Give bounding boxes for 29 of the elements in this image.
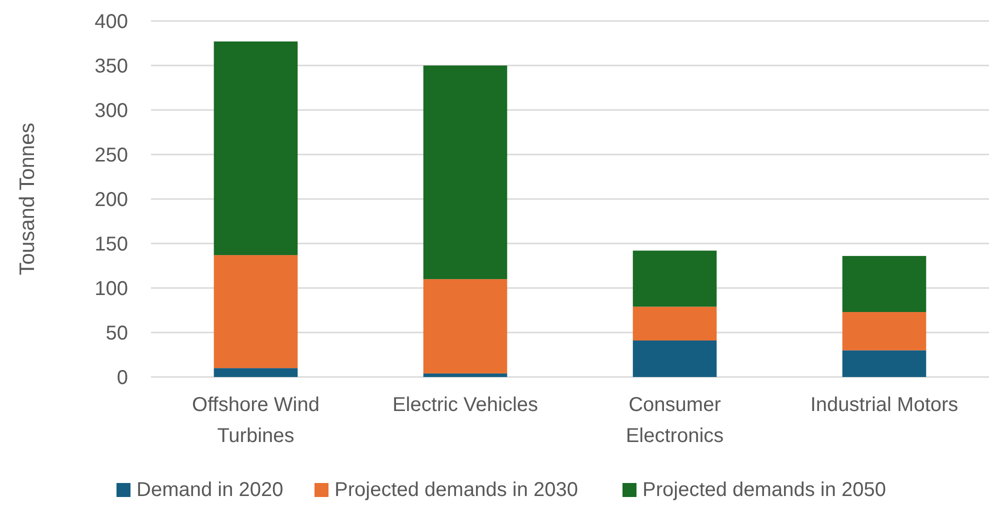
bar [214,41,298,256]
y-tick-label: 400 [94,11,128,33]
bar [214,255,298,368]
y-tick-label: 50 [106,322,128,344]
bar [423,373,508,377]
y-tick-label: 250 [94,144,128,166]
bar [423,279,508,374]
bar [842,350,926,377]
y-tick-label: 350 [94,56,128,78]
x-tick-label: Consumer Electronics [626,394,724,447]
y-tick-label: 200 [94,189,128,211]
x-tick-label: Industrial Motors [810,394,958,416]
x-tick-label: Electric Vehicles [392,394,538,416]
bar [842,312,926,350]
y-tick-label: 0 [116,367,128,389]
y-axis-title: Tousand Tonnes [16,122,39,276]
bar [632,340,717,377]
x-tick-label: Offshore Wind Turbines [192,394,320,447]
y-tick-label: 300 [94,100,128,122]
legend-label: Projected demands in 2030 [334,479,578,501]
bar [842,256,926,312]
bar [423,66,508,280]
bar [632,306,717,341]
y-tick-label: 100 [94,278,128,300]
legend-label: Projected demands in 2050 [642,479,886,501]
y-tick-label: 150 [94,234,128,256]
legend-label: Demand in 2020 [136,479,284,501]
bar [214,368,298,377]
bar [632,250,717,307]
